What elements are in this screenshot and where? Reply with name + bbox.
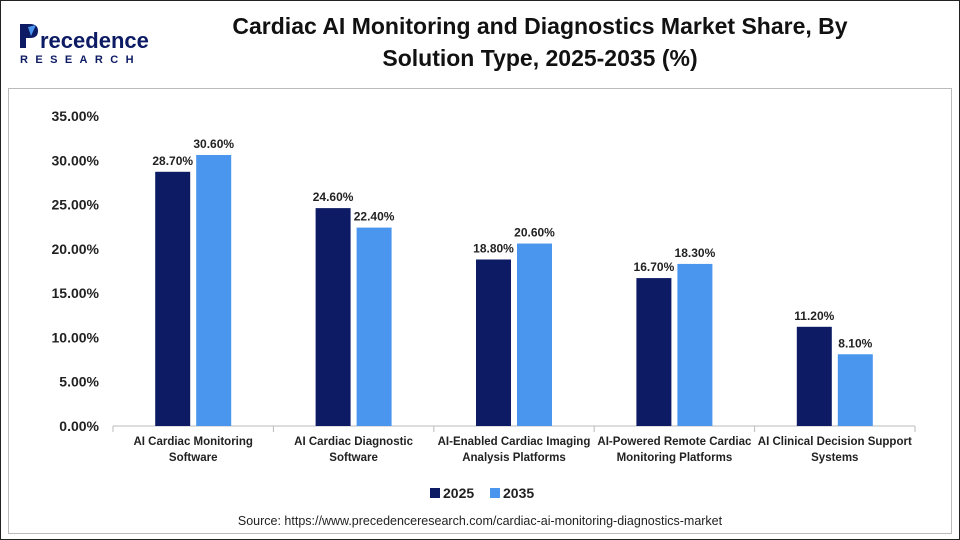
data-label: 28.70%: [152, 154, 193, 168]
x-tick-label: Monitoring Platforms: [617, 452, 733, 464]
bar-2025: [155, 171, 191, 426]
legend-label: 2035: [503, 485, 534, 501]
x-tick-label: AI Clinical Decision Support: [758, 436, 912, 448]
x-tick-label: Software: [169, 452, 218, 464]
y-tick-label: 20.00%: [52, 241, 100, 257]
x-tick-label: Software: [329, 452, 378, 464]
logo: recedence RESEARCH: [16, 20, 156, 66]
data-label: 8.10%: [838, 336, 872, 350]
legend-swatch-2025: [430, 488, 440, 498]
y-tick-label: 25.00%: [52, 197, 100, 213]
svg-text:recedence: recedence: [40, 28, 149, 53]
data-label: 16.70%: [634, 260, 675, 274]
data-label: 22.40%: [354, 210, 395, 224]
y-tick-label: 35.00%: [52, 108, 100, 124]
x-tick-label: AI-Enabled Cardiac Imaging: [438, 436, 591, 448]
legend-label: 2025: [443, 485, 474, 501]
x-tick-label: Systems: [811, 452, 858, 464]
source-text: Source: https://www.precedenceresearch.c…: [238, 514, 723, 528]
chart-title: Cardiac AI Monitoring and Diagnostics Ma…: [232, 13, 848, 71]
legend-swatch-2035: [490, 488, 500, 498]
x-tick-label: AI Cardiac Diagnostic: [294, 436, 413, 448]
bar-2035: [677, 263, 713, 426]
chart-area: [8, 88, 952, 534]
x-tick-label: AI-Powered Remote Cardiac: [597, 436, 752, 448]
y-tick-label: 0.00%: [59, 418, 99, 434]
y-tick-label: 5.00%: [59, 374, 99, 390]
data-label: 20.60%: [514, 226, 555, 240]
data-label: 11.20%: [794, 309, 834, 323]
svg-text:RESEARCH: RESEARCH: [20, 54, 141, 64]
data-label: 30.60%: [193, 137, 234, 151]
x-tick-label: Analysis Platforms: [462, 452, 566, 464]
bar-2025: [476, 259, 511, 426]
bar-2035: [517, 243, 552, 426]
y-tick-label: 15.00%: [52, 285, 100, 301]
bar-2035: [837, 354, 873, 426]
bar-2035: [356, 227, 392, 426]
y-tick-label: 30.00%: [52, 152, 100, 168]
bar-2025: [796, 326, 832, 426]
bar-2025: [315, 208, 351, 426]
data-label: 18.80%: [473, 241, 514, 255]
data-label: 18.30%: [675, 246, 716, 260]
bar-2025: [636, 278, 672, 426]
data-label: 24.60%: [313, 190, 354, 204]
y-tick-label: 10.00%: [52, 329, 100, 345]
precedence-logo-icon: recedence RESEARCH: [20, 24, 149, 66]
x-tick-label: AI Cardiac Monitoring: [133, 436, 252, 448]
bar-2035: [196, 154, 232, 426]
